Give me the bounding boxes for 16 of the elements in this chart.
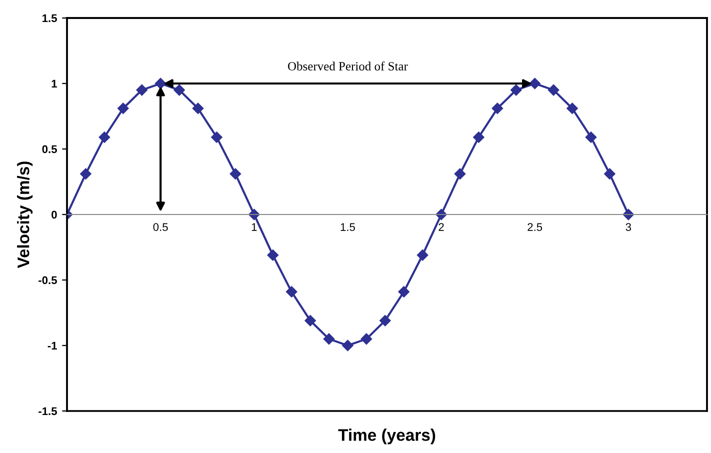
x-tick-label: 2 [438,223,444,231]
x-tick-label: 1.5 [340,223,355,231]
annotation: Observed Period of Star [288,62,408,70]
x-tick-label: 0.5 [153,223,168,231]
y-tick-label: 1.5 [42,14,57,22]
y-tick-label: 0.5 [42,145,57,154]
y-tick-label: 1 [52,80,57,88]
y-tick-label: 0 [52,210,57,219]
y-axis-title: Velocity (m/s) [17,162,33,268]
x-axis-title: Time (years) [338,428,436,444]
y-tick-label: -1.5 [38,407,57,416]
y-tick-label: -1 [48,342,57,350]
x-tick-label: 3 [626,223,632,231]
x-tick-label: 1 [252,223,257,231]
x-tick-label: 2.5 [528,223,542,231]
y-tick-label: -0.5 [38,276,57,284]
